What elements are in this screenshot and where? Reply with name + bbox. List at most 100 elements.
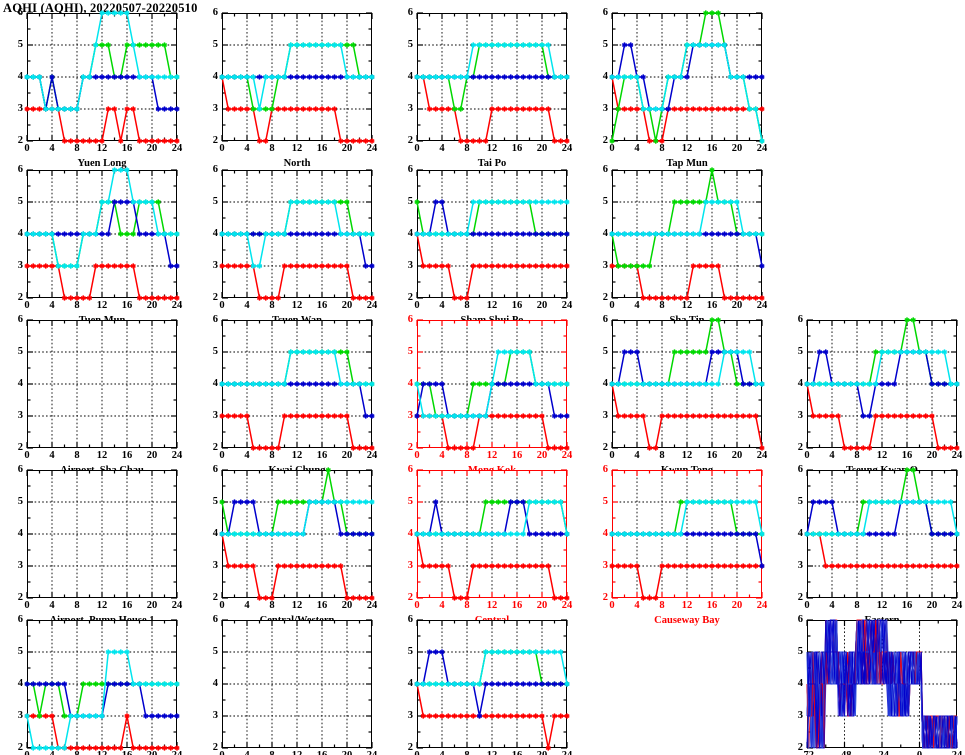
- y-tick-label: 2: [212, 292, 218, 303]
- series-marker-red: [451, 295, 458, 301]
- series-marker-red: [551, 263, 558, 269]
- x-tick-label: 0: [219, 450, 225, 461]
- x-tick-label: 20: [146, 143, 158, 154]
- series-marker-red: [111, 106, 118, 112]
- x-tick-label: 8: [659, 300, 665, 311]
- series-marker-red: [659, 138, 665, 144]
- series-marker-cyan: [313, 199, 319, 205]
- series-marker-blue: [149, 231, 155, 237]
- x-tick-label: 12: [96, 300, 108, 311]
- series-marker-cyan: [338, 42, 344, 48]
- x-tick-label: 16: [511, 450, 523, 461]
- series-marker-cyan: [451, 74, 458, 80]
- panel-title: Yuen Long: [77, 158, 127, 169]
- series-marker-red: [646, 445, 653, 451]
- series-marker-cyan: [80, 74, 86, 80]
- series-marker-cyan: [483, 42, 489, 48]
- x-tick-label: 20: [731, 143, 743, 154]
- series-marker-red: [734, 106, 740, 112]
- series-marker-red: [319, 263, 325, 269]
- x-tick-label: 12: [96, 450, 108, 461]
- series-marker-blue: [118, 199, 124, 205]
- series-marker-red: [30, 263, 36, 269]
- series-marker-blue: [439, 381, 445, 387]
- x-tick-label: 0: [219, 143, 225, 154]
- series-marker-red: [136, 295, 143, 301]
- series-marker-red: [319, 413, 325, 419]
- series-marker-blue: [551, 413, 558, 419]
- series-marker-red: [696, 413, 703, 419]
- x-tick-label: 4: [439, 143, 445, 154]
- series-marker-blue: [124, 74, 130, 80]
- series-marker-cyan: [551, 74, 558, 80]
- series-marker-cyan: [313, 349, 319, 355]
- series-marker-cyan: [628, 74, 634, 80]
- x-tick-label: 4: [634, 300, 640, 311]
- series-marker-red: [539, 263, 545, 269]
- series-marker-cyan: [288, 42, 294, 48]
- x-tick-label: 24: [943, 750, 965, 755]
- series-marker-red: [80, 295, 86, 301]
- series-marker-red: [483, 263, 489, 269]
- series-marker-blue: [294, 231, 300, 237]
- series-marker-cyan: [728, 199, 734, 205]
- series-marker-red: [219, 263, 225, 269]
- y-tick-label: 3: [602, 260, 608, 271]
- series-marker-red: [36, 106, 43, 112]
- series-marker-red: [300, 106, 306, 112]
- series-marker-blue: [426, 381, 433, 387]
- series-marker-blue: [433, 199, 439, 205]
- series-marker-cyan: [263, 231, 269, 237]
- series-marker-red: [93, 263, 99, 269]
- series-marker-cyan: [520, 42, 526, 48]
- series-marker-cyan: [433, 413, 439, 419]
- x-tick-label: 12: [486, 450, 498, 461]
- series-marker-red: [99, 138, 105, 144]
- series-marker-green: [344, 42, 350, 48]
- series-marker-red: [671, 413, 678, 419]
- series-marker-red: [476, 263, 483, 269]
- figure-title: AQHI (AQHI), 20220507-20220510: [3, 1, 198, 15]
- series-marker-red: [458, 445, 464, 451]
- series-marker-red: [759, 295, 765, 301]
- series-marker-cyan: [640, 106, 646, 112]
- series-marker-cyan: [526, 349, 533, 355]
- series-marker-green: [99, 42, 105, 48]
- series-marker-red: [319, 106, 325, 112]
- series-marker-blue: [495, 381, 501, 387]
- series-marker-cyan: [30, 231, 36, 237]
- series-marker-red: [640, 295, 646, 301]
- x-tick-label: 8: [464, 300, 470, 311]
- series-marker-cyan: [501, 42, 508, 48]
- series-marker-blue: [168, 106, 174, 112]
- y-tick-label: 5: [407, 196, 413, 207]
- series-marker-red: [721, 295, 728, 301]
- series-marker-red: [715, 106, 721, 112]
- series-marker-red: [238, 106, 244, 112]
- series-marker-blue: [551, 231, 558, 237]
- series-marker-cyan: [551, 381, 558, 387]
- x-tick-label: 24: [561, 300, 573, 311]
- series-marker-cyan: [136, 74, 143, 80]
- series-marker-red: [306, 413, 313, 419]
- x-tick-label: 24: [366, 450, 378, 461]
- series-marker-red: [149, 295, 155, 301]
- series-marker-cyan: [646, 231, 653, 237]
- series-marker-cyan: [539, 199, 545, 205]
- series-marker-red: [105, 263, 111, 269]
- series-marker-cyan: [508, 199, 514, 205]
- series-marker-cyan: [55, 263, 61, 269]
- series-marker-red: [136, 138, 143, 144]
- series-marker-cyan: [653, 231, 659, 237]
- series-marker-green: [640, 263, 646, 269]
- series-marker-red: [313, 106, 319, 112]
- series-marker-cyan: [433, 231, 439, 237]
- series-marker-red: [231, 106, 238, 112]
- series-marker-blue: [111, 199, 118, 205]
- series-marker-green: [615, 263, 621, 269]
- series-marker-red: [734, 295, 740, 301]
- series-marker-cyan: [269, 74, 275, 80]
- series-marker-green: [105, 42, 111, 48]
